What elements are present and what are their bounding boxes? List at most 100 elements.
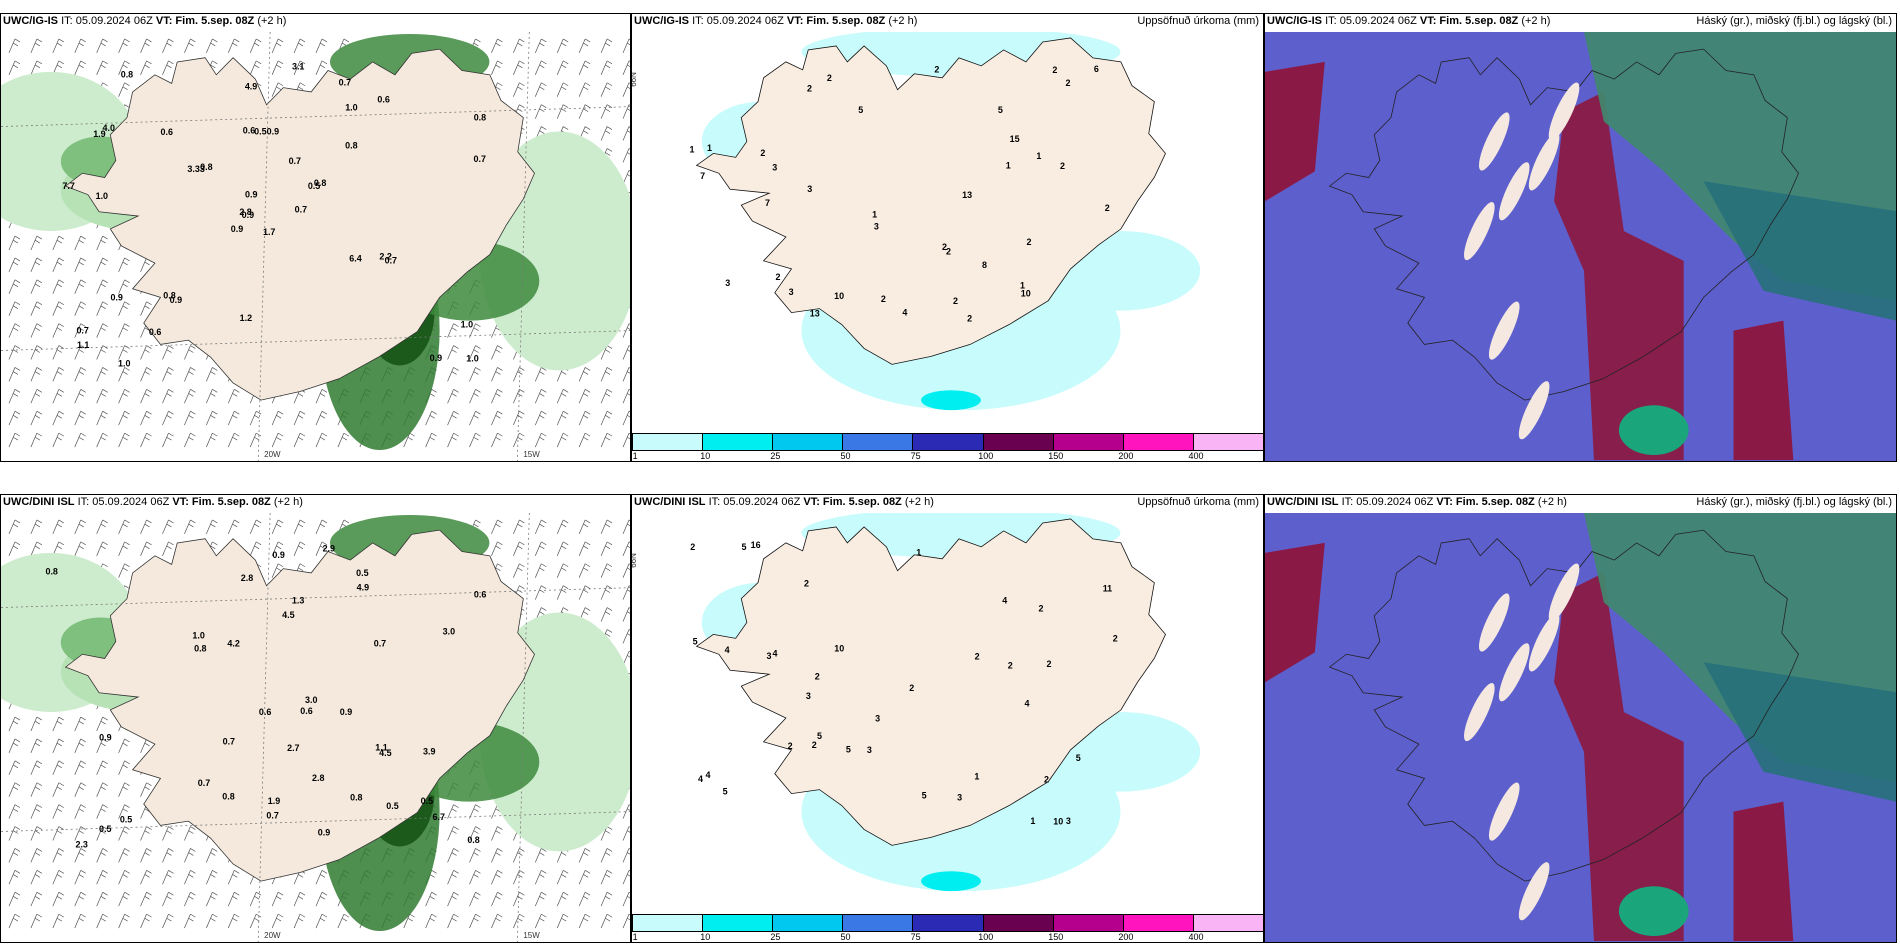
colorbar-tick: 75: [910, 451, 921, 461]
value-label: 1: [1030, 816, 1035, 826]
value-label: 0.5: [421, 796, 433, 806]
value-label: 0.7: [198, 778, 210, 788]
value-label: 6.4: [349, 254, 361, 264]
value-label: 4: [705, 770, 710, 780]
value-label: 1.7: [263, 227, 275, 237]
map-area[interactable]: [1265, 513, 1896, 942]
colorbar-tick: 400: [1188, 451, 1204, 461]
value-label: 2: [934, 64, 939, 74]
value-label: 0.7: [385, 256, 397, 266]
colorbar-segment: [632, 914, 704, 932]
value-label: 5: [858, 105, 863, 115]
value-label: 6.7: [433, 812, 445, 822]
value-label: 2: [975, 651, 980, 661]
panel-accum-precip-top: UWC/IG-IS IT: 05.09.2024 06Z VT: Fim. 5.…: [631, 13, 1264, 462]
white-streaks: [1464, 563, 1580, 921]
map-area[interactable]: 20W 15W 0.5 3.9 3.0 2.7 2.8 2.9 0.5 0.5 0.5 0.7 0.8 0…: [1, 513, 630, 942]
value-label: 2: [1052, 65, 1057, 75]
value-label: 5: [846, 745, 851, 755]
panel-title: UWC/DINI ISL IT: 05.09.2024 06Z VT: Fim.…: [3, 496, 303, 508]
value-label: 0.8: [121, 69, 133, 79]
value-label: 5: [817, 731, 822, 741]
value-label: 0.5: [356, 568, 368, 578]
iceland-outline: [1328, 529, 1799, 882]
value-label: 0.6: [377, 95, 389, 105]
value-label: 3.0: [305, 695, 317, 705]
value-label: 0.7: [76, 325, 88, 335]
value-label: 2: [690, 542, 695, 552]
white-streaks: [1464, 82, 1580, 440]
value-label: 1.0: [118, 358, 130, 368]
value-label: 3: [766, 651, 771, 661]
value-label: 11: [1103, 584, 1112, 594]
value-label: 3: [875, 714, 880, 724]
panel-wind-precip-bottom: UWC/DINI ISL IT: 05.09.2024 06Z VT: Fim.…: [0, 494, 631, 943]
value-label: 2: [1066, 78, 1071, 88]
lon-label: 20W: [264, 450, 281, 459]
value-label: 5: [998, 105, 1003, 115]
value-label: 7.7: [62, 181, 74, 191]
map-svg: 20W 15W0.53.93.02.72.82.90.50.50.50.70.80…: [1, 513, 630, 942]
colorbar-segment: [1052, 914, 1124, 932]
value-label: 3.33: [187, 164, 204, 174]
colorbar-segment: [772, 914, 844, 932]
iceland-outline: [695, 518, 1166, 846]
value-label: 0.9: [272, 550, 284, 560]
value-label: 2: [827, 73, 832, 83]
colorbar-tick: 10: [700, 451, 711, 461]
value-label: 0.9: [267, 126, 279, 136]
value-label: 0.8: [222, 792, 234, 802]
value-label: 2: [1113, 634, 1118, 644]
value-label: 2: [1044, 774, 1049, 784]
value-label: 0.5: [254, 127, 266, 137]
colorbar-segment: [1122, 914, 1194, 932]
panel-variable: Uppsöfnuð úrkoma (mm): [1137, 15, 1259, 27]
value-label: 3: [789, 287, 794, 297]
value-label: 0.9: [110, 293, 122, 303]
colorbar-tick: 75: [910, 932, 921, 942]
value-label: 0.8: [163, 291, 175, 301]
panel-title: UWC/IG-IS IT: 05.09.2024 06Z VT: Fim. 5.…: [634, 15, 918, 27]
value-label: 2.2: [379, 252, 391, 262]
value-label: 4: [1002, 596, 1007, 606]
value-label: 3: [807, 184, 812, 194]
panel-variable: Uppsöfnuð úrkoma (mm): [1137, 496, 1259, 508]
value-label: 0.9: [430, 353, 442, 363]
value-label: 1.0: [96, 191, 108, 201]
value-label: 15: [1010, 134, 1020, 144]
colorbar-segment: [982, 433, 1054, 451]
value-label: 1.0: [461, 320, 473, 330]
colorbar-segment: [842, 914, 914, 932]
lon-label: 15W: [523, 931, 540, 940]
value-label: 2.9: [323, 544, 335, 554]
value-label: 3.1: [292, 61, 304, 71]
value-label: 0.6: [300, 706, 312, 716]
value-label: 0.7: [473, 154, 485, 164]
value-label: 0.6: [259, 707, 271, 717]
value-label: 0.9: [318, 827, 330, 837]
value-label: 0.9: [245, 190, 257, 200]
value-label: 5: [693, 637, 698, 647]
map-area[interactable]: [1265, 32, 1896, 461]
value-label: 1: [1020, 280, 1025, 290]
value-label: 4.9: [245, 82, 257, 92]
lon-label: 20W: [264, 931, 281, 940]
colorbar-segment: [842, 433, 914, 451]
graticule: 20W 15W: [1, 32, 630, 461]
value-label: 1: [690, 145, 695, 155]
value-label: 0.7: [266, 810, 278, 820]
value-label: 0.9: [340, 707, 352, 717]
value-label: 2: [909, 683, 914, 693]
value-label: 4: [698, 774, 703, 784]
value-label: 10: [1053, 816, 1063, 826]
map-area[interactable]: 66N 2 2 2 2 1 2 2 3 3 3 3 1 1 2 1 2 7 2 2 2 1 2 13 10 13 15 7 3 4 5 8 6 5…: [632, 32, 1263, 431]
value-label: 1: [872, 209, 877, 219]
value-label: 2: [807, 84, 812, 94]
map-area[interactable]: 66N 3 3 5 4 3 2 3 3 2 2 2 1 2 1 2 1 2 2 11 10 10 4 3 2 2 2 5 4 2 4 5 5 5 5…: [632, 513, 1263, 912]
map-area[interactable]: 20W 15W 1.7 1.9 0.9 0.7 0.5 0.9 0.7 0.9 1.0 0.7 0.8 1…: [1, 32, 630, 461]
value-label: 1: [707, 143, 712, 153]
colorbar-tick: 10: [700, 932, 711, 942]
colorbar-segment: [702, 914, 774, 932]
